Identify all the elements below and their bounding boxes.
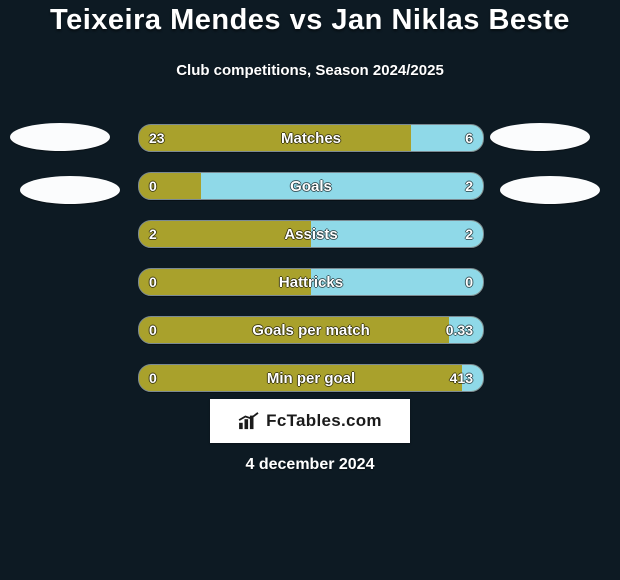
bar-row: Matches236 [138, 124, 484, 152]
bar-segment-right [311, 269, 483, 295]
bar-segment-left [139, 125, 411, 151]
bar-row: Assists22 [138, 220, 484, 248]
page-subtitle: Club competitions, Season 2024/2025 [0, 62, 620, 79]
date-text: 4 december 2024 [0, 456, 620, 474]
brand-box: FcTables.com [210, 399, 410, 443]
infographic-canvas: Teixeira Mendes vs Jan Niklas Beste Club… [0, 0, 620, 580]
bar-segment-left [139, 365, 462, 391]
bar-segment-right [311, 221, 483, 247]
bar-segment-left [139, 173, 201, 199]
club-badge-right [500, 176, 600, 204]
brand-text: FcTables.com [266, 411, 382, 431]
comparison-bars: Matches236 Goals02 Assists22 Hattricks00 Goa… [138, 124, 484, 392]
bar-segment-left [139, 221, 311, 247]
bar-row: Goals02 [138, 172, 484, 200]
bar-segment-right [462, 365, 483, 391]
bar-segment-right [201, 173, 483, 199]
bar-segment-left [139, 317, 449, 343]
club-badge-left [20, 176, 120, 204]
brand-chart-icon [238, 412, 260, 430]
club-badge-right [490, 123, 590, 151]
bar-segment-left [139, 269, 311, 295]
bar-segment-right [411, 125, 483, 151]
page-title: Teixeira Mendes vs Jan Niklas Beste [0, 4, 620, 37]
club-badge-left [10, 123, 110, 151]
bar-row: Hattricks00 [138, 268, 484, 296]
bar-segment-right [449, 317, 483, 343]
bar-row: Min per goal0413 [138, 364, 484, 392]
bar-row: Goals per match00.33 [138, 316, 484, 344]
